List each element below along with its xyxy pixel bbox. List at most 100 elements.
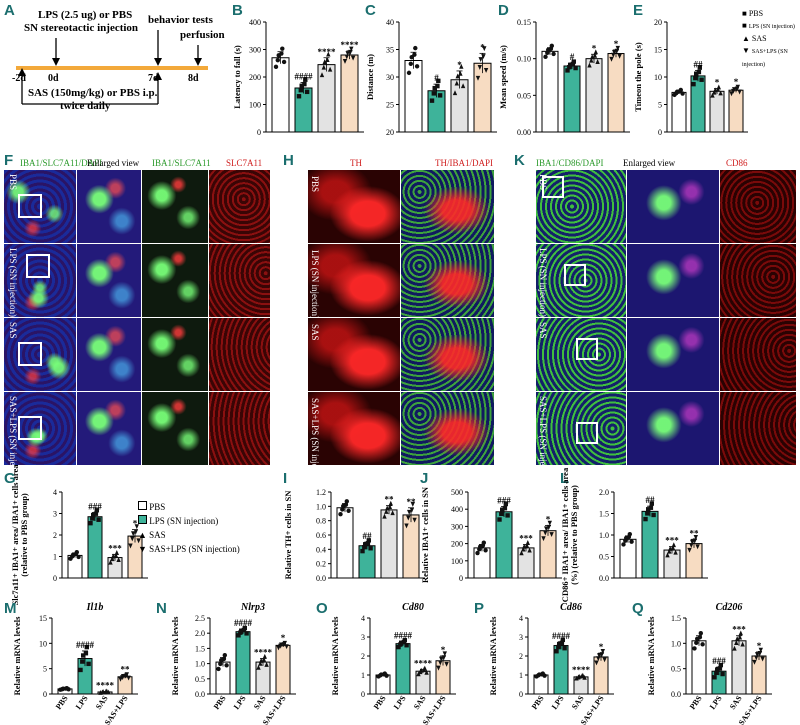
y-tick-label: 300 [451, 522, 463, 531]
panel-label-g: G [4, 470, 16, 487]
bar [395, 643, 411, 695]
significance-label: * [592, 43, 597, 53]
data-point [406, 70, 412, 76]
significance-label: * [734, 77, 739, 87]
timeline-sn-text: SN stereotactic injection [24, 22, 139, 34]
y-tick-label: 2 [519, 652, 523, 661]
k-col-header-2: Enlarged view [623, 158, 676, 168]
chart-title: Nlrp3 [240, 602, 265, 613]
y-axis-label: Relative IBA1+ cells in SN [420, 486, 430, 583]
chart-p: 0 1 2 3 4 Relative mRNA levels Cd86 PBS #### LPS *… [488, 600, 633, 725]
significance-label: * [457, 60, 462, 70]
data-point [536, 673, 541, 678]
data-point [689, 543, 694, 549]
micrograph-tile [142, 392, 208, 465]
significance-label: #### [552, 631, 571, 641]
row-label: LPS (SN injection) [538, 248, 548, 317]
bar [728, 89, 744, 133]
data-point [737, 634, 743, 640]
data-point [593, 49, 598, 55]
data-point [551, 51, 556, 57]
data-point [609, 56, 614, 62]
data-point [694, 640, 699, 646]
y-tick-label: 0.5 [671, 665, 681, 674]
legend-g-label: SAS [149, 530, 166, 540]
row-label: SAS [8, 322, 18, 339]
f-image-grid: PBS LPS (SN injection) SAS SAS+LPS (SN inje… [4, 170, 270, 487]
y-axis-label: Distance (m) [365, 54, 375, 100]
chart-title: Il1b [86, 602, 104, 613]
legend-top-label: SAS [751, 34, 767, 43]
data-point [342, 58, 348, 64]
y-tick-label: 10 [39, 639, 47, 648]
data-point [94, 508, 99, 513]
micrograph-tile [308, 170, 400, 243]
y-tick-label: 4 [361, 614, 365, 623]
significance-label: #### [394, 630, 413, 640]
data-point [695, 544, 700, 550]
data-point [113, 552, 119, 558]
data-point [264, 661, 269, 667]
data-point [483, 548, 488, 553]
chart-svg-g: 0 1 2 3 4 Slc7a11+ IBA1+ area/ IBA1+ cells ar… [10, 464, 148, 606]
y-tick-label: 40 [386, 18, 394, 27]
data-point [378, 673, 383, 678]
chart-svg-i: 0.0 0.2 0.4 0.6 0.8 1.0 1.2 Relative TH+ cells … [283, 488, 425, 583]
y-tick-label: 15 [39, 614, 47, 623]
timeline-sas-text: SAS (150mg/kg) or PBS i.p. [28, 87, 158, 99]
data-point [594, 660, 599, 666]
y-tick-label: 0.0 [599, 574, 609, 583]
data-point [431, 91, 436, 96]
bar [607, 53, 625, 133]
data-point [70, 554, 75, 559]
data-point [715, 667, 720, 672]
y-tick-label: 10 [654, 73, 662, 82]
significance-label: **** [318, 47, 337, 57]
tick-minus2d: -2d [12, 73, 26, 84]
data-point [91, 512, 96, 518]
data-point [714, 670, 719, 676]
data-point [525, 540, 530, 545]
k-col-header-1: IBA1/CD86/DAPI [536, 158, 604, 168]
data-point [346, 508, 351, 513]
data-point [444, 661, 449, 667]
data-point [404, 523, 409, 529]
data-point [326, 51, 331, 57]
data-point [273, 64, 279, 70]
data-point [442, 651, 447, 657]
data-point [589, 57, 594, 63]
data-point [602, 657, 607, 663]
y-tick-label: 1.5 [195, 644, 205, 653]
data-point [570, 61, 576, 67]
data-point [327, 66, 333, 72]
data-point [735, 84, 740, 90]
data-point [678, 87, 683, 93]
k-image-grid: PBS LPS (SN injection) SAS SAS+LPS (SN inje… [536, 170, 796, 487]
row-label: PBS [8, 174, 18, 191]
row-label: LPS (SN injection) [8, 248, 18, 317]
y-tick-label: 0 [658, 128, 662, 137]
chart-d: 0.00 0.05 0.10 0.15 Mean speed (m/s) # * * [498, 14, 630, 149]
data-point [732, 645, 737, 651]
y-tick-label: 0.15 [517, 18, 531, 27]
chart-svg-q: 0.0 0.5 1.0 1.5 Relative mRNA levels Cd206 PBS… [646, 602, 772, 725]
data-point [344, 54, 349, 60]
y-tick-label: 20 [386, 128, 394, 137]
x-tick-label: SAS [252, 694, 268, 712]
significance-label: **** [96, 680, 115, 690]
data-point [396, 644, 401, 650]
f-col-header-4: SLC7A11 [226, 158, 263, 168]
roi-box [18, 416, 42, 440]
y-tick-label: 5 [658, 101, 662, 110]
data-point [382, 513, 387, 519]
y-tick-label: 0.6 [316, 531, 326, 540]
data-point [385, 505, 390, 511]
chart-c: 20 25 30 35 40 Distance (m) # * * [365, 14, 497, 149]
data-point [407, 509, 412, 515]
significance-label: **** [572, 665, 591, 675]
row-label: PBS [538, 174, 548, 191]
data-point [478, 57, 483, 62]
micrograph-tile [720, 318, 796, 391]
data-point [136, 538, 141, 544]
panel-label-c: C [365, 2, 376, 19]
